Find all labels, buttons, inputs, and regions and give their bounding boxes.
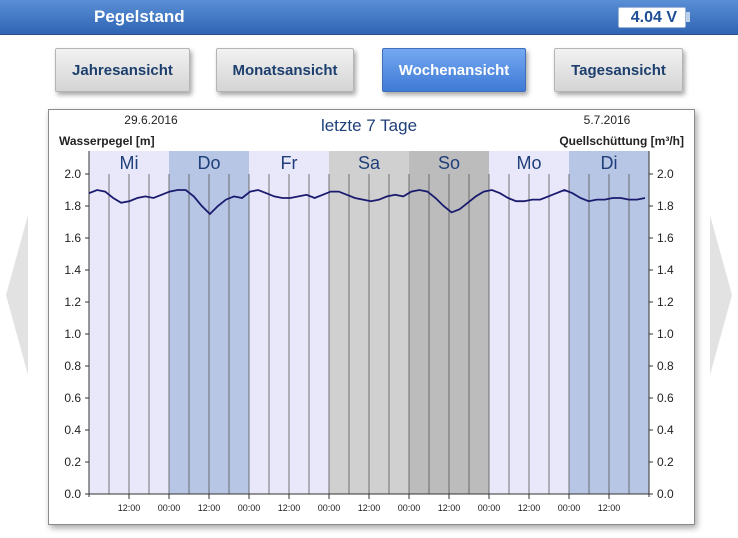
y-axis-label-left: Wasserpegel [m] [59,134,155,148]
chart-title: letzte 7 Tage [321,116,417,135]
x-tick-label: 12:00 [518,503,541,513]
y-tick-label: 1.2 [64,295,81,309]
date-end: 5.7.2016 [584,113,631,127]
y-tick-label: 0.8 [64,359,81,373]
y-tick-label-right: 0.2 [657,455,674,469]
chart-panel: Mi Do Fr Sa So Mo Di 0.0 0.0 0.2 0.2 0.4 0.4 0.6 0.6 0.… [48,109,695,525]
x-tick-label: 00:00 [318,503,341,513]
y-tick-label-right: 1.4 [657,263,674,277]
battery-voltage-badge: 4.04 V [618,7,686,28]
y-tick-label-right: 0.8 [657,359,674,373]
x-tick-label: 00:00 [558,503,581,513]
day-label: So [438,153,460,173]
page-title: Pegelstand [94,7,185,26]
y-tick-label-right: 1.8 [657,199,674,213]
y-tick-label: 1.0 [64,327,81,341]
y-tick-label: 1.4 [64,263,81,277]
y-tick-label: 0.2 [64,455,81,469]
x-tick-label: 12:00 [118,503,141,513]
y-tick-label: 1.6 [64,231,81,245]
y-tick-label-right: 0.4 [657,423,674,437]
y-tick-label: 0.6 [64,391,81,405]
day-view-button[interactable]: Tagesansicht [554,48,683,92]
year-view-button[interactable]: Jahresansicht [55,48,190,92]
battery-icon [686,12,690,22]
week-view-button[interactable]: Wochenansicht [382,48,526,92]
day-label: Sa [358,153,381,173]
y-tick-label: 2.0 [64,167,81,181]
x-tick-label: 00:00 [238,503,261,513]
water-level-line [88,189,646,216]
y-tick-label: 0.4 [64,423,81,437]
x-tick-label: 12:00 [278,503,301,513]
battery-voltage-value: 4.04 V [630,9,677,26]
x-tick-label: 12:00 [198,503,221,513]
day-label: Di [601,153,618,173]
day-label: Do [197,153,220,173]
x-tick-label: 00:00 [398,503,421,513]
y-tick-label-right: 1.2 [657,295,674,309]
day-label: Mi [120,153,139,173]
x-tick-label: 12:00 [598,503,621,513]
previous-arrow-icon[interactable] [6,215,28,375]
day-label: Mo [516,153,541,173]
day-label: Fr [281,153,298,173]
y-tick-label-right: 0.0 [657,487,674,501]
y-tick-label-right: 2.0 [657,167,674,181]
next-arrow-icon[interactable] [710,215,732,375]
y-tick-label: 0.0 [64,487,81,501]
header-bar: Pegelstand 4.04 V [0,0,738,35]
y-tick-label-right: 1.6 [657,231,674,245]
x-tick-label: 00:00 [158,503,181,513]
y-tick-label-right: 1.0 [657,327,674,341]
y-axis-label-right: Quellschüttung [m³/h] [559,134,684,148]
date-start: 29.6.2016 [124,113,178,127]
x-tick-label: 12:00 [358,503,381,513]
x-tick-label: 00:00 [478,503,501,513]
y-tick-label: 1.8 [64,199,81,213]
y-tick-label-right: 0.6 [657,391,674,405]
month-view-button[interactable]: Monatsansicht [216,48,354,92]
water-level-chart: Mi Do Fr Sa So Mo Di 0.0 0.0 0.2 0.2 0.4 0.4 0.6 0.6 0.… [59,113,684,513]
x-tick-label: 12:00 [438,503,461,513]
